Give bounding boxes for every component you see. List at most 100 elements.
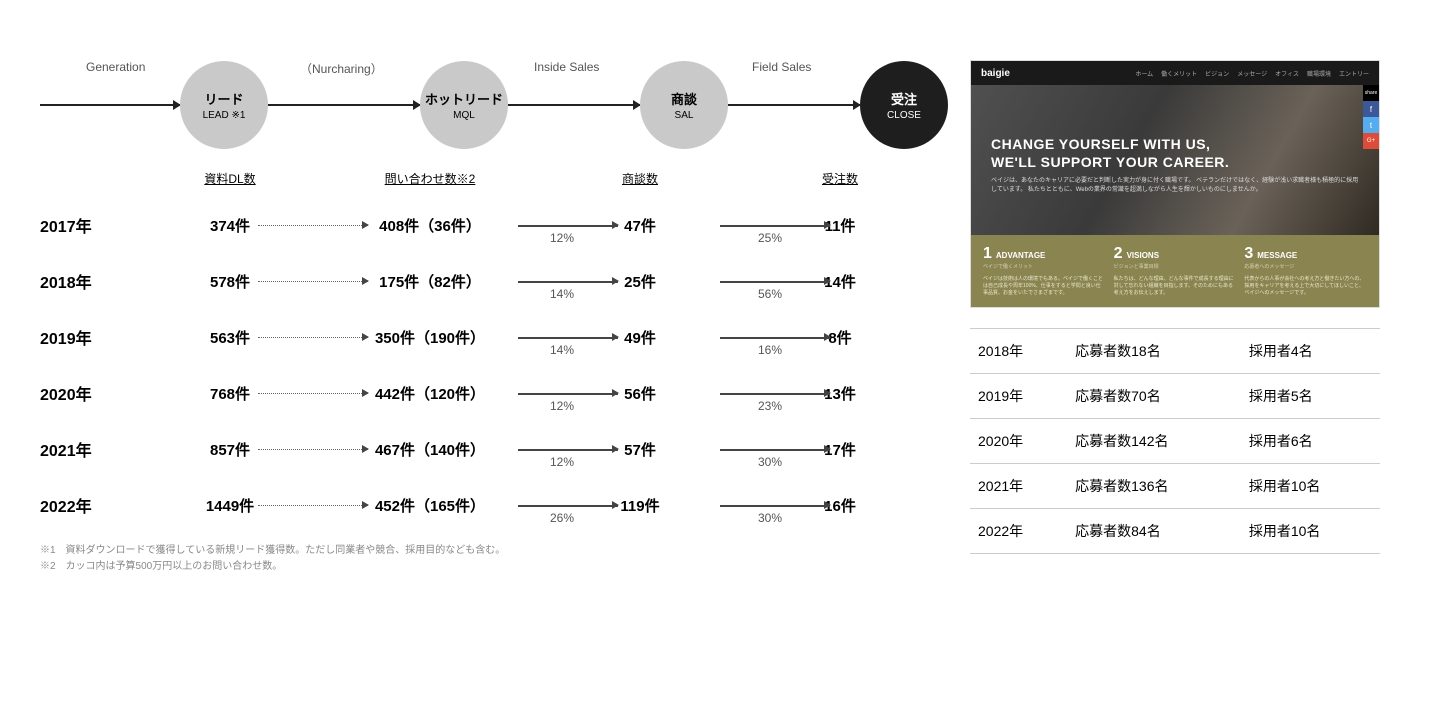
row-year: 2019年	[40, 325, 140, 349]
row-year: 2022年	[40, 493, 140, 517]
row-pct-2: 30%	[758, 455, 782, 469]
col-header-inq: 問い合わせ数※2	[320, 170, 540, 187]
funnel-row: 2018年 578件 175件（82件） 25件 14件 14% 56%	[40, 253, 940, 309]
footnote-2: ※2 カッコ内は予算500万円以上のお問い合わせ数。	[40, 559, 940, 575]
stage-circle-close-jp: 受注	[891, 89, 917, 108]
stage-circle-mql: ホットリード MQL	[420, 61, 508, 149]
stage-circle-close: 受注 CLOSE	[860, 61, 948, 149]
hr-year: 2021年	[970, 464, 1067, 509]
hr-year: 2022年	[970, 509, 1067, 554]
site-card: 3 MESSAGE 応募者へのメッセージ 代表からの人事が会社への考え方と働きた…	[1244, 245, 1367, 297]
row-arrow-solid-2	[720, 393, 830, 395]
card-desc: ベイジは技術は人の環境でもある。ベイジで働くことは自己成長や周年100%、仕事を…	[983, 276, 1106, 297]
row-pct-2: 56%	[758, 287, 782, 301]
row-arrow-solid-1	[518, 225, 618, 227]
row-pct-2: 25%	[758, 231, 782, 245]
hr-row: 2020年 応募者数142名 採用者6名	[970, 419, 1380, 464]
share-bar: share f t G+	[1363, 85, 1379, 149]
card-num: 1	[983, 245, 992, 263]
card-desc: 代表からの人事が会社への考え方と働きたい方への、採用をキャリアを考える上で大切に…	[1244, 276, 1367, 297]
card-desc: 私たちは、どんな理由、どんな事件で成長する理由に対して忘れない組織を目指します。…	[1114, 276, 1237, 297]
website-screenshot: baigie ホーム働くメリットビジョンメッセージオフィス職場環境エントリー s…	[970, 60, 1380, 308]
site-card: 2 VISIONS ビジョンと事業目標 私たちは、どんな理由、どんな事件で成長す…	[1114, 245, 1237, 297]
arrow-generation	[40, 104, 180, 106]
hr-row: 2019年 応募者数70名 採用者5名	[970, 374, 1380, 419]
stage-label-field-sales: Field Sales	[752, 60, 811, 74]
col-header-dl: 資料DL数	[140, 170, 320, 187]
stage-circle-close-en: CLOSE	[887, 110, 921, 121]
row-pct-1: 26%	[550, 511, 574, 525]
col-header-sal: 商談数	[540, 170, 740, 187]
hr-row: 2022年 応募者数84名 採用者10名	[970, 509, 1380, 554]
card-title: VISIONS	[1127, 251, 1159, 260]
row-arrow-solid-2	[720, 337, 830, 339]
funnel-row: 2020年 768件 442件（120件） 56件 13件 12% 23%	[40, 365, 940, 421]
stage-circle-lead: リード LEAD ※1	[180, 61, 268, 149]
hr-year: 2020年	[970, 419, 1067, 464]
hr-applicants: 応募者数136名	[1067, 464, 1241, 509]
row-arrow-solid-1	[518, 281, 618, 283]
hr-year: 2019年	[970, 374, 1067, 419]
stage-circle-lead-en: LEAD ※1	[203, 110, 246, 121]
row-arrow-solid-1	[518, 449, 618, 451]
stage-circle-lead-jp: リード	[204, 89, 243, 108]
row-arrow-dotted	[258, 337, 368, 338]
row-arrow-dotted	[258, 281, 368, 282]
card-title: ADVANTAGE	[996, 251, 1045, 260]
nav-item: エントリー	[1339, 69, 1369, 78]
funnel-diagram: Generation （Nurcharing） Inside Sales Fie…	[40, 60, 940, 700]
hr-hired: 採用者6名	[1241, 419, 1380, 464]
right-panel: baigie ホーム働くメリットビジョンメッセージオフィス職場環境エントリー s…	[940, 60, 1380, 700]
stage-label-nurturing: （Nurcharing）	[300, 60, 383, 77]
row-year: 2021年	[40, 437, 140, 461]
funnel-row: 2021年 857件 467件（140件） 57件 17件 12% 30%	[40, 421, 940, 477]
stage-circle-mql-en: MQL	[453, 110, 475, 121]
funnel-rows: 2017年 374件 408件（36件） 47件 11件 12% 25% 201…	[40, 197, 940, 533]
facebook-icon: f	[1363, 101, 1379, 117]
row-pct-1: 12%	[550, 231, 574, 245]
card-num: 3	[1244, 245, 1253, 263]
row-arrow-solid-2	[720, 281, 830, 283]
nav-item: ビジョン	[1205, 69, 1229, 78]
row-pct-1: 14%	[550, 287, 574, 301]
row-arrow-dotted	[258, 505, 368, 506]
card-sub: ベイジで働くメリット	[983, 263, 1106, 270]
footnote-1: ※1 資料ダウンロードで獲得している新規リード獲得数。ただし同業者や競合、採用目…	[40, 543, 940, 559]
footnotes: ※1 資料ダウンロードで獲得している新規リード獲得数。ただし同業者や競合、採用目…	[40, 543, 940, 575]
hero-title-2: WE'LL SUPPORT YOUR CAREER.	[991, 153, 1359, 171]
hr-hired: 採用者10名	[1241, 464, 1380, 509]
nav-item: ホーム	[1135, 69, 1153, 78]
hero-desc: ベイジは、あなたのキャリアに必要だと判断した実力が身に付く職場です。 ベテランだ…	[991, 177, 1359, 195]
stage-circle-sal: 商談 SAL	[640, 61, 728, 149]
row-arrow-solid-2	[720, 225, 830, 227]
nav-item: メッセージ	[1237, 69, 1267, 78]
hr-hired: 採用者5名	[1241, 374, 1380, 419]
site-cards: 1 ADVANTAGE ベイジで働くメリット ベイジは技術は人の環境でもある。ベ…	[971, 235, 1379, 307]
row-pct-1: 12%	[550, 399, 574, 413]
row-pct-1: 14%	[550, 343, 574, 357]
row-pct-2: 16%	[758, 343, 782, 357]
site-hero: share f t G+ CHANGE YOURSELF WITH US, WE…	[971, 85, 1379, 235]
card-num: 2	[1114, 245, 1123, 263]
card-sub: 応募者へのメッセージ	[1244, 263, 1367, 270]
card-sub: ビジョンと事業目標	[1114, 263, 1237, 270]
row-arrow-dotted	[258, 393, 368, 394]
col-header-blank	[40, 170, 140, 187]
hr-applicants: 応募者数18名	[1067, 329, 1241, 374]
site-nav: baigie ホーム働くメリットビジョンメッセージオフィス職場環境エントリー	[971, 61, 1379, 85]
hr-year: 2018年	[970, 329, 1067, 374]
stage-label-inside-sales: Inside Sales	[534, 60, 599, 74]
row-pct-2: 30%	[758, 511, 782, 525]
arrow-inside-sales	[508, 104, 640, 106]
nav-item: 職場環境	[1307, 69, 1331, 78]
hero-title-1: CHANGE YOURSELF WITH US,	[991, 135, 1359, 153]
twitter-icon: t	[1363, 117, 1379, 133]
nav-item: 働くメリット	[1161, 69, 1197, 78]
funnel-row: 2022年 1449件 452件（165件） 119件 16件 26% 30%	[40, 477, 940, 533]
funnel-row: 2019年 563件 350件（190件） 49件 8件 14% 16%	[40, 309, 940, 365]
hr-row: 2021年 応募者数136名 採用者10名	[970, 464, 1380, 509]
row-year: 2017年	[40, 213, 140, 237]
funnel-column-headers: 資料DL数 問い合わせ数※2 商談数 受注数	[40, 170, 940, 187]
funnel-stages: Generation （Nurcharing） Inside Sales Fie…	[40, 60, 940, 150]
row-pct-2: 23%	[758, 399, 782, 413]
